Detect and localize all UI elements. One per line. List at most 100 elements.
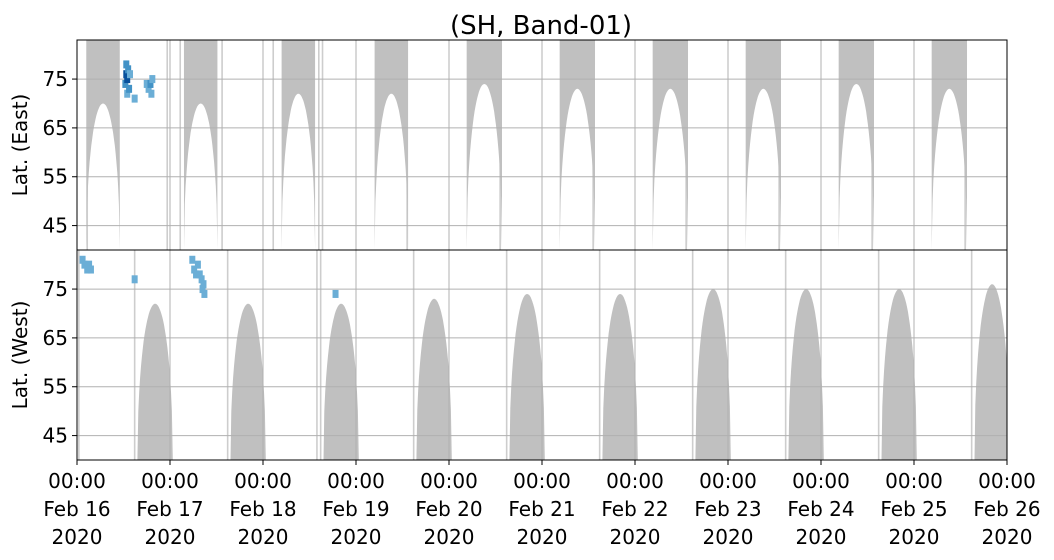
west-ytick-label-0: 45 [43,424,68,448]
east-coverage-streak-13 [272,40,275,250]
xtick-label-3-year: 2020 [331,525,382,549]
west-panel: 45 55 65 75 [43,249,1008,461]
west-detection-5 [131,275,138,284]
xtick-label-8-date: Feb 24 [787,497,854,521]
xtick-label-1-year: 2020 [145,525,196,549]
west-ytick-label-2: 65 [43,326,68,350]
east-coverage-lobe-6 [652,40,689,250]
xtick-label-4-time: 00:00 [420,469,478,493]
west-detection-11 [198,275,205,284]
xtick-label-0-time: 00:00 [48,469,106,493]
west-coverage-lobe-6 [695,289,731,460]
west-coverage-lobe-0 [137,303,173,460]
west-coverage-streak-8 [784,250,787,460]
west-coverage-streak-4 [412,250,415,460]
west-coverage-lobe-3 [416,298,452,460]
xtick-label-2-time: 00:00 [234,469,292,493]
west-coverage-streak-3 [316,250,318,460]
east-coverage-lobe-8 [838,40,875,250]
xtick-label-3-time: 00:00 [327,469,385,493]
east-coverage-streak-2 [318,40,320,250]
east-detection-7 [127,70,134,79]
west-detection-2 [84,265,91,274]
east-detection-4 [123,60,130,69]
east-coverage-lobe-0 [86,40,120,250]
east-ytick-label-2: 65 [43,116,68,140]
xtick-label-1-time: 00:00 [141,469,199,493]
west-detection-13 [200,280,207,289]
west-coverage-streak-5 [505,250,508,460]
xtick-label-9-year: 2020 [889,525,940,549]
west-coverage-streak-0 [133,250,136,460]
xtick-label-8-time: 00:00 [792,469,850,493]
west-coverage-lobe-5 [602,294,638,460]
west-detection-14 [201,289,208,298]
east-detection-5 [124,89,131,98]
east-coverage-streak-12 [179,40,182,250]
east-detection-12 [149,75,156,84]
west-detection-0 [79,255,86,264]
east-detection-11 [148,89,155,98]
east-coverage-streak-3 [321,40,324,250]
east-coverage-lobe-1 [183,40,218,250]
xtick-label-2-date: Feb 18 [229,497,296,521]
xtick-label-7-date: Feb 23 [694,497,761,521]
xtick-label-2-year: 2020 [238,525,289,549]
xtick-label-7-time: 00:00 [699,469,757,493]
east-detection-6 [126,84,133,93]
west-coverage-lobe-7 [788,289,824,460]
west-coverage-streak-1 [226,250,229,460]
west-detection-4 [87,265,94,274]
xtick-label-0-year: 2020 [52,525,103,549]
west-coverage-streak-2 [319,250,322,460]
xtick-label-1-date: Feb 17 [136,497,203,521]
west-ytick-label-3: 75 [43,277,68,301]
east-detection-2 [124,75,131,84]
west-detection-3 [86,260,93,269]
xtick-label-8-year: 2020 [796,525,847,549]
east-ytick-label-3: 75 [43,67,68,91]
east-coverage-lobe-4 [466,40,503,250]
west-coverage-lobe-4 [509,294,545,460]
west-ylabel: Lat. (West) [8,301,32,410]
west-coverage-lobe-2 [323,303,359,460]
chart-title: (SH, Band-01) [450,11,632,41]
west-coverage-streak-10 [970,250,973,460]
west-coverage-streak-9 [877,250,880,460]
xtick-label-6-date: Feb 22 [601,497,668,521]
east-detection-3 [125,65,132,74]
xtick-label-4-date: Feb 20 [415,497,482,521]
east-detection-8 [143,79,150,88]
east-coverage-lobe-7 [745,40,782,250]
xtick-label-4-year: 2020 [424,525,475,549]
xtick-label-5-time: 00:00 [513,469,571,493]
west-detection-10 [196,270,203,279]
east-coverage-lobe-5 [559,40,596,250]
xtick-label-6-year: 2020 [610,525,661,549]
west-coverage-lobe-9 [974,284,1007,460]
xtick-label-10-year: 2020 [982,525,1033,549]
west-detection-12 [199,285,206,294]
east-coverage-lobe-2 [281,40,316,250]
xtick-label-0-date: Feb 16 [43,497,110,521]
east-ylabel: Lat. (East) [8,94,32,197]
west-detection-15 [332,289,339,298]
xtick-label-5-date: Feb 21 [508,497,575,521]
west-ytick-label-1: 55 [43,375,68,399]
west-detection-7 [191,265,198,274]
west-detection-1 [81,260,88,269]
east-panel: 45 55 65 75 [43,39,1008,251]
xtick-label-10-time: 00:00 [978,469,1036,493]
xtick-label-6-time: 00:00 [606,469,664,493]
east-coverage-lobe-9 [931,40,968,250]
xtick-label-7-year: 2020 [703,525,754,549]
xtick-label-10-date: Feb 26 [973,497,1040,521]
xtick-label-9-time: 00:00 [885,469,943,493]
west-coverage-lobe-8 [881,289,917,460]
x-axis: 00:00 Feb 16 2020 00:00 Feb 17 2020 00:00 Feb 1… [43,460,1041,549]
west-coverage-streak-11 [78,250,80,460]
east-detection-0 [122,79,129,88]
west-coverage-streak-6 [598,250,601,460]
